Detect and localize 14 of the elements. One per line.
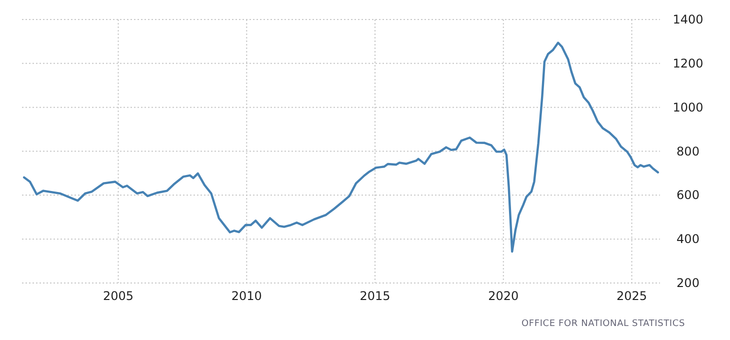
y-tick-label: 1200 xyxy=(672,56,704,70)
x-tick-label: 2025 xyxy=(616,289,648,303)
x-tick-label: 2005 xyxy=(103,289,134,303)
x-tick-label: 2015 xyxy=(360,289,390,303)
y-tick-label: 600 xyxy=(676,188,700,202)
y-tick-label: 800 xyxy=(676,144,700,158)
y-tick-label: 200 xyxy=(676,276,700,290)
y-tick-label: 1000 xyxy=(672,100,704,114)
text: OFFICE FOR NATIONAL STATISTICS xyxy=(522,319,685,329)
x-tick-label: 2010 xyxy=(231,289,262,303)
y-tick-label: 400 xyxy=(676,232,700,246)
y-tick-label: 1400 xyxy=(672,12,704,26)
x-tick-label: 2020 xyxy=(488,289,519,303)
line-series xyxy=(22,42,660,253)
